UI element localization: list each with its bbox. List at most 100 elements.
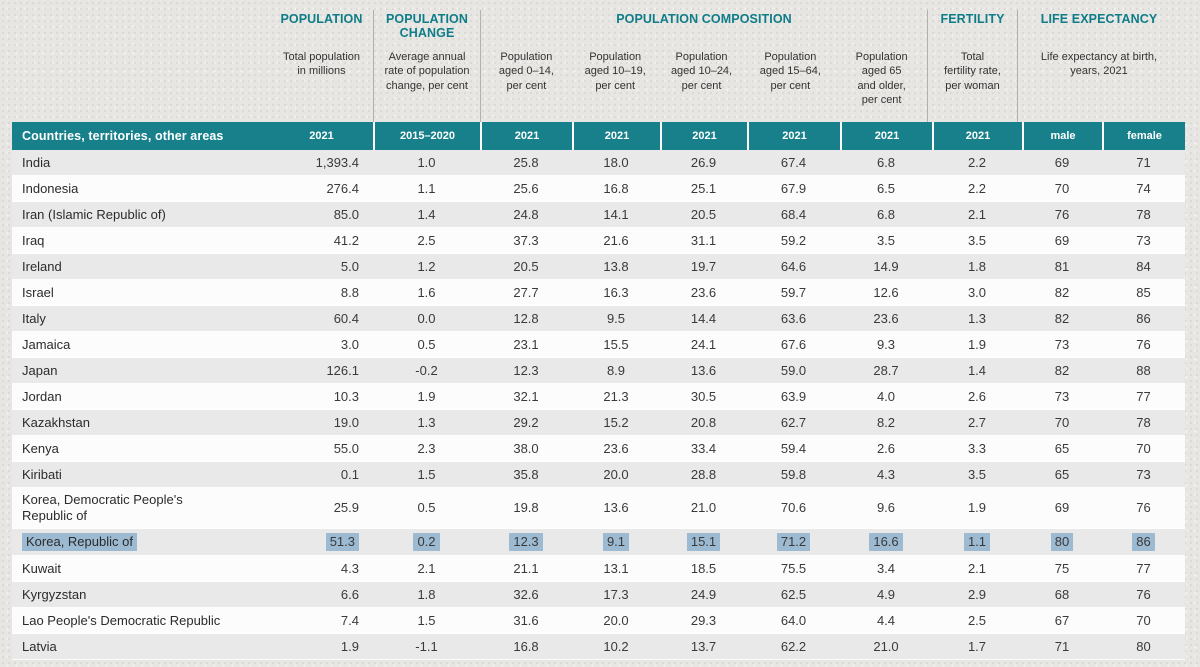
table-row: Kazakhstan 19.0 1.3 29.2 15.2 20.8 62.7 8.2 2.7 7… xyxy=(12,410,1185,436)
table-row: Korea, Democratic People's Republic of 25… xyxy=(12,488,1185,529)
value-cell: 25.1 xyxy=(690,180,717,196)
value-cell: 60.4 xyxy=(333,310,359,326)
value-cell: 16.6 xyxy=(840,529,932,555)
value-cell: 9.3 xyxy=(876,336,896,352)
value-cell: 81 xyxy=(1054,258,1070,274)
country-name-cell: Kenya xyxy=(22,440,59,456)
value-cell: 68.4 xyxy=(780,206,807,222)
group-population-composition: POPULATION COMPOSITION Population aged 0… xyxy=(480,10,927,122)
table-row: Lao People's Democratic Republic 7.4 1.5 31… xyxy=(12,608,1185,634)
year-cell: 2021 xyxy=(932,122,1022,150)
table-row: Jordan 10.3 1.9 32.1 21.3 30.5 63.9 4.0 2.6 73 77 xyxy=(12,384,1185,410)
value-cell: 25.6 xyxy=(513,180,539,196)
value-cell: 32.1 xyxy=(513,388,539,404)
selection-highlight: 12.3 xyxy=(509,533,543,551)
value-cell: 0.1 xyxy=(340,466,359,482)
selection-highlight: Korea, Republic of xyxy=(22,533,137,551)
value-cell: 9.5 xyxy=(606,310,626,326)
value-cell: 1.7 xyxy=(967,638,987,654)
value-cell: 78 xyxy=(1136,414,1151,430)
value-cell: 70 xyxy=(1054,180,1070,196)
subheader-aged-0-14: Population aged 0–14, per cent xyxy=(498,51,554,92)
value-cell: 3.5 xyxy=(967,232,987,248)
value-cell: 1.4 xyxy=(967,362,987,378)
value-cell: 59.8 xyxy=(780,466,807,482)
value-cell: 4.4 xyxy=(876,612,896,628)
value-cell: 0.2 xyxy=(373,529,480,555)
country-name-cell: Ireland xyxy=(22,258,62,274)
value-cell: 51.3 xyxy=(270,529,373,555)
country-name-cell: Korea, Republic of xyxy=(12,529,270,555)
value-cell: 76 xyxy=(1136,586,1151,602)
value-cell: 0.5 xyxy=(417,336,436,352)
value-cell: 1.4 xyxy=(417,206,436,222)
value-cell: 82 xyxy=(1054,284,1070,300)
table-row: Latvia 1.9 -1.1 16.8 10.2 13.7 62.2 21.0 1.7 71 80 xyxy=(12,634,1185,660)
value-cell: 1.1 xyxy=(932,529,1022,555)
value-cell: 63.9 xyxy=(780,388,807,404)
table-row: Kenya 55.0 2.3 38.0 23.6 33.4 59.4 2.6 3.3 65 70 xyxy=(12,436,1185,462)
table-header-row: Countries, territories, other areas 2021… xyxy=(12,122,1185,150)
value-cell: 1.5 xyxy=(417,612,436,628)
value-cell: 18.5 xyxy=(690,560,717,576)
value-cell: 69 xyxy=(1054,154,1070,170)
value-cell: 3.0 xyxy=(967,284,987,300)
value-cell: 29.3 xyxy=(690,612,717,628)
selection-highlight: 0.2 xyxy=(413,533,440,551)
value-cell: 23.6 xyxy=(690,284,717,300)
value-cell: 2.1 xyxy=(967,206,987,222)
value-cell: 2.9 xyxy=(967,586,987,602)
subheader-total-fertility: Total fertility rate, per woman xyxy=(944,51,1001,92)
value-cell: 21.0 xyxy=(690,500,717,515)
value-cell: 59.7 xyxy=(780,284,807,300)
value-cell: 76 xyxy=(1054,206,1070,222)
value-cell: 67.9 xyxy=(780,180,807,196)
table-row: Iraq 41.2 2.5 37.3 21.6 31.1 59.2 3.5 3.5 69 73 xyxy=(12,228,1185,254)
group-label-fertility: FERTILITY xyxy=(940,12,1005,26)
value-cell: 3.3 xyxy=(967,440,987,456)
value-cell: 3.5 xyxy=(967,466,987,482)
table-body: India 1,393.4 1.0 25.8 18.0 26.9 67.4 6.8 2.2 69 7… xyxy=(12,150,1185,660)
table-row: Japan 126.1 -0.2 12.3 8.9 13.6 59.0 28.7 1.4 82 88 xyxy=(12,358,1185,384)
value-cell: 15.1 xyxy=(660,529,747,555)
subheader-aged-10-19: Population aged 10–19, per cent xyxy=(584,51,646,92)
table-row: Kiribati 0.1 1.5 35.8 20.0 28.8 59.8 4.3 3.5 65 73 xyxy=(12,462,1185,488)
value-cell: 1.3 xyxy=(417,414,436,430)
group-life-expectancy: LIFE EXPECTANCY Life expectancy at birth… xyxy=(1017,10,1180,122)
value-cell: 41.2 xyxy=(333,232,359,248)
year-cell: 2021 xyxy=(840,122,932,150)
population-table: POPULATION Total population in millions … xyxy=(12,0,1185,660)
year-cell-male: male xyxy=(1022,122,1102,150)
selection-highlight: 80 xyxy=(1050,533,1074,551)
value-cell: 62.2 xyxy=(780,638,807,654)
year-cell: 2021 xyxy=(270,122,373,150)
value-cell: 38.0 xyxy=(513,440,539,456)
group-label-population: POPULATION xyxy=(280,12,363,26)
value-cell: 8.9 xyxy=(606,362,626,378)
table-row: India 1,393.4 1.0 25.8 18.0 26.9 67.4 6.8 2.2 69 7… xyxy=(12,150,1185,176)
group-population: POPULATION Total population in millions xyxy=(270,10,373,122)
value-cell: 1.6 xyxy=(417,284,436,300)
value-cell: 14.1 xyxy=(603,206,629,222)
value-cell: 23.6 xyxy=(873,310,899,326)
subheader-total-population: Total population in millions xyxy=(282,51,361,78)
value-cell: 78 xyxy=(1136,206,1151,222)
value-cell: 85 xyxy=(1136,284,1151,300)
value-cell: 74 xyxy=(1136,180,1151,196)
value-cell: 9.6 xyxy=(876,500,896,515)
value-cell: 14.9 xyxy=(873,258,899,274)
value-cell: 19.0 xyxy=(333,414,359,430)
value-cell: 12.3 xyxy=(480,529,572,555)
value-cell: 71 xyxy=(1054,638,1070,654)
value-cell: 2.2 xyxy=(967,154,987,170)
value-cell: 73 xyxy=(1136,232,1151,248)
value-cell: 77 xyxy=(1136,560,1151,576)
value-cell: 2.1 xyxy=(417,560,436,576)
value-cell: 88 xyxy=(1136,362,1151,378)
value-cell: 32.6 xyxy=(513,586,539,602)
table-row: Italy 60.4 0.0 12.8 9.5 14.4 63.6 23.6 1.3 82 86 xyxy=(12,306,1185,332)
value-cell: 80 xyxy=(1022,529,1102,555)
value-cell: 3.0 xyxy=(340,336,359,352)
value-cell: 25.8 xyxy=(513,154,539,170)
